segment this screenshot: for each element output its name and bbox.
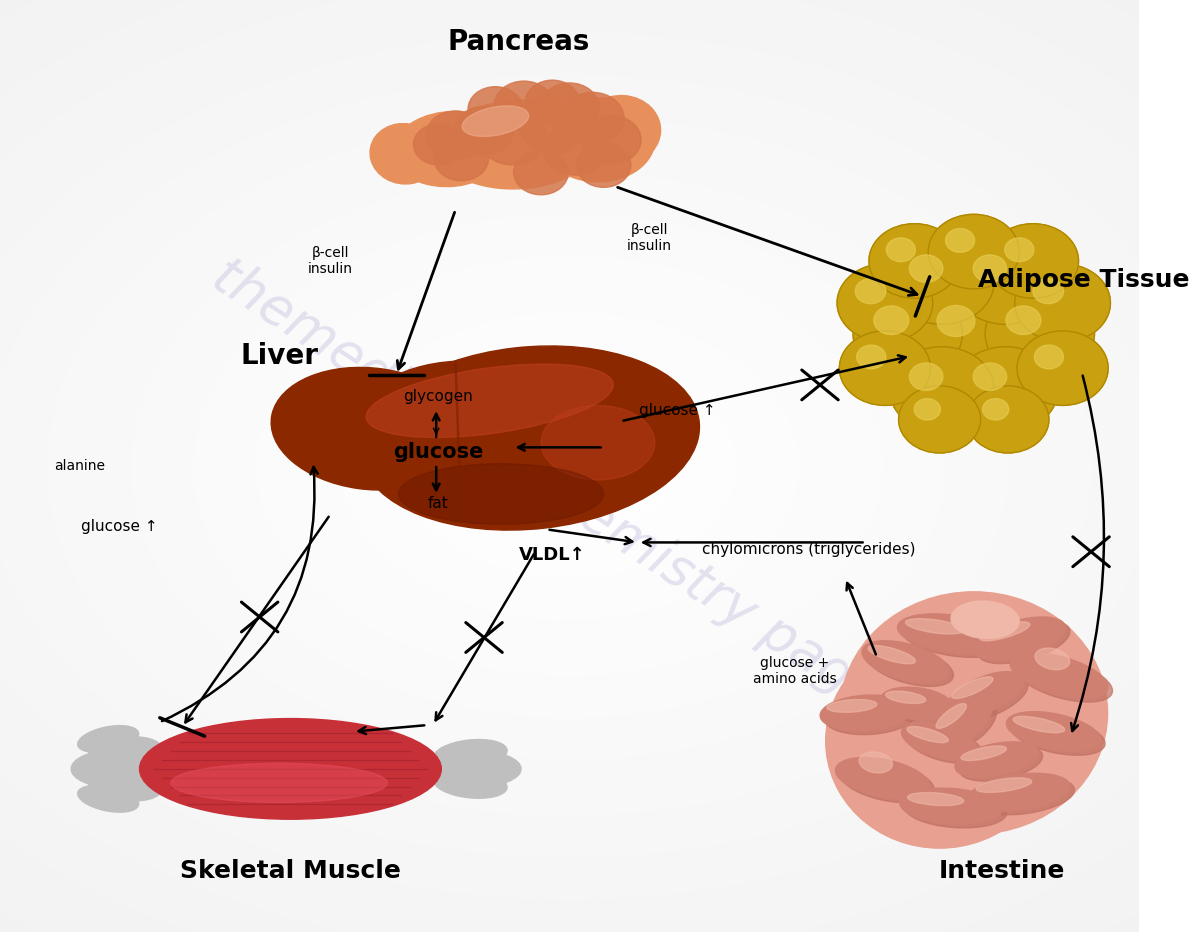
Ellipse shape <box>548 452 590 480</box>
Ellipse shape <box>906 726 982 763</box>
Circle shape <box>1033 279 1063 304</box>
Text: chylomicrons (triglycerides): chylomicrons (triglycerides) <box>702 542 916 557</box>
Circle shape <box>540 83 599 131</box>
Circle shape <box>899 386 980 453</box>
Ellipse shape <box>462 106 529 136</box>
Circle shape <box>983 399 1009 420</box>
Ellipse shape <box>131 172 1008 760</box>
Ellipse shape <box>71 750 156 788</box>
Circle shape <box>1015 264 1110 342</box>
Text: Adipose Tissue: Adipose Tissue <box>978 267 1190 292</box>
Circle shape <box>455 106 514 155</box>
Ellipse shape <box>824 699 916 734</box>
Ellipse shape <box>173 200 966 732</box>
Ellipse shape <box>340 312 799 620</box>
Circle shape <box>887 238 916 262</box>
Ellipse shape <box>394 112 506 186</box>
Ellipse shape <box>884 691 958 724</box>
Ellipse shape <box>862 641 949 682</box>
Circle shape <box>479 109 547 165</box>
Circle shape <box>526 80 580 125</box>
Ellipse shape <box>581 96 660 165</box>
Ellipse shape <box>835 758 930 799</box>
Ellipse shape <box>902 618 1009 657</box>
Ellipse shape <box>541 98 655 182</box>
Text: glucose ↑: glucose ↑ <box>640 403 716 418</box>
Ellipse shape <box>0 19 1200 913</box>
Circle shape <box>889 239 995 324</box>
Ellipse shape <box>1010 716 1105 755</box>
Ellipse shape <box>826 634 1054 848</box>
Ellipse shape <box>960 746 1043 781</box>
Ellipse shape <box>952 677 992 698</box>
Circle shape <box>988 224 1079 298</box>
Ellipse shape <box>952 676 1028 720</box>
Ellipse shape <box>906 619 964 634</box>
Text: glucose: glucose <box>394 442 484 462</box>
Ellipse shape <box>152 186 988 746</box>
Ellipse shape <box>1013 717 1064 733</box>
Ellipse shape <box>235 242 904 690</box>
Circle shape <box>857 345 886 369</box>
Ellipse shape <box>937 702 996 750</box>
Ellipse shape <box>840 592 1108 834</box>
Text: themedicalbiochemistry page: themedicalbiochemistry page <box>203 249 890 720</box>
Circle shape <box>576 143 631 187</box>
Circle shape <box>544 123 607 175</box>
Ellipse shape <box>840 761 935 802</box>
Circle shape <box>973 254 1007 282</box>
Ellipse shape <box>89 771 162 801</box>
Ellipse shape <box>973 617 1066 660</box>
Text: Intestine: Intestine <box>940 859 1066 884</box>
Ellipse shape <box>979 622 1030 641</box>
Circle shape <box>985 289 1094 378</box>
Ellipse shape <box>0 75 1154 857</box>
Ellipse shape <box>905 792 1007 828</box>
Ellipse shape <box>68 130 1070 802</box>
Circle shape <box>514 150 569 195</box>
Ellipse shape <box>89 737 162 767</box>
Ellipse shape <box>1015 657 1112 702</box>
Text: glucose ↑: glucose ↑ <box>82 519 158 534</box>
Ellipse shape <box>466 396 674 536</box>
Circle shape <box>1034 345 1063 369</box>
Circle shape <box>953 347 1058 432</box>
Circle shape <box>967 386 1049 453</box>
Ellipse shape <box>932 698 992 747</box>
Text: VLDL↑: VLDL↑ <box>518 545 586 564</box>
Circle shape <box>914 399 941 420</box>
Circle shape <box>839 331 930 405</box>
Circle shape <box>426 111 485 159</box>
Circle shape <box>1006 306 1040 335</box>
Ellipse shape <box>439 100 598 189</box>
Ellipse shape <box>433 739 508 769</box>
Text: glycogen: glycogen <box>403 389 473 404</box>
Circle shape <box>910 254 943 282</box>
Ellipse shape <box>955 742 1038 777</box>
Ellipse shape <box>398 463 604 524</box>
Ellipse shape <box>886 692 925 704</box>
Ellipse shape <box>900 788 1002 824</box>
Ellipse shape <box>193 214 946 718</box>
Circle shape <box>874 306 908 335</box>
Ellipse shape <box>424 368 715 564</box>
Circle shape <box>434 136 488 181</box>
Circle shape <box>973 363 1007 391</box>
